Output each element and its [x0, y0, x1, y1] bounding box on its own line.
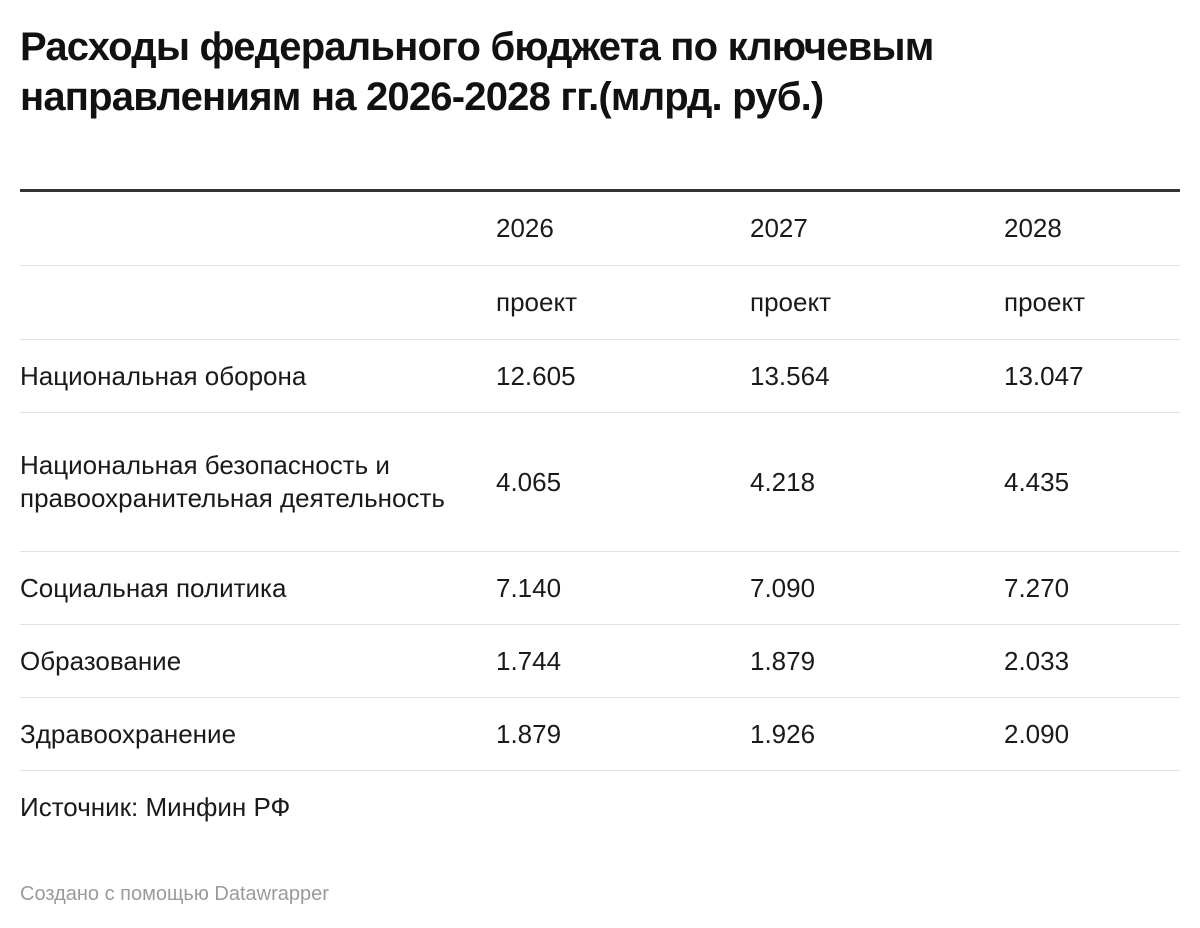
header-row-subtitle: проект проект проект	[20, 265, 1180, 340]
header-subtitle: проект	[1004, 265, 1180, 340]
table-cell: 4.218	[750, 412, 1004, 552]
table-cell: 1.879	[496, 697, 750, 771]
table-cell: 1.879	[750, 624, 1004, 698]
table-cell: 7.140	[496, 551, 750, 625]
table-cell: 2.090	[1004, 697, 1180, 771]
data-table-container: 2026 2027 2028 проект проект проект Наци…	[20, 189, 1180, 771]
table-cell: 7.270	[1004, 551, 1180, 625]
row-label: Образование	[20, 624, 496, 698]
table-row: Национальная оборона 12.605 13.564 13.04…	[20, 339, 1180, 413]
header-subtitle: проект	[496, 265, 750, 340]
table-cell: 7.090	[750, 551, 1004, 625]
header-subtitle: проект	[750, 265, 1004, 340]
table-row: Здравоохранение 1.879 1.926 2.090	[20, 697, 1180, 771]
header-year: 2026	[496, 190, 750, 266]
table-row: Образование 1.744 1.879 2.033	[20, 624, 1180, 698]
row-label: Национальная оборона	[20, 339, 496, 413]
table-row: Национальная безопасность и правоохранит…	[20, 412, 1180, 552]
header-row-years: 2026 2027 2028	[20, 190, 1180, 266]
row-label: Социальная политика	[20, 551, 496, 625]
row-label: Национальная безопасность и правоохранит…	[20, 412, 496, 552]
table-cell: 13.047	[1004, 339, 1180, 413]
table-cell: 2.033	[1004, 624, 1180, 698]
table-cell: 4.435	[1004, 412, 1180, 552]
table-cell: 12.605	[496, 339, 750, 413]
row-label: Здравоохранение	[20, 697, 496, 771]
header-empty-cell	[20, 190, 496, 266]
datawrapper-credit: Создано с помощью Datawrapper	[20, 883, 329, 905]
table-cell: 1.926	[750, 697, 1004, 771]
source-note: Источник: Минфин РФ	[20, 792, 291, 822]
table-cell: 1.744	[496, 624, 750, 698]
table-cell: 4.065	[496, 412, 750, 552]
header-empty-cell	[20, 265, 496, 340]
table-cell: 13.564	[750, 339, 1004, 413]
data-table: 2026 2027 2028 проект проект проект Наци…	[20, 189, 1180, 771]
chart-title: Расходы федерального бюджета по ключевым…	[20, 25, 934, 119]
header-year: 2028	[1004, 190, 1180, 266]
table-row: Социальная политика 7.140 7.090 7.270	[20, 551, 1180, 625]
header-year: 2027	[750, 190, 1004, 266]
